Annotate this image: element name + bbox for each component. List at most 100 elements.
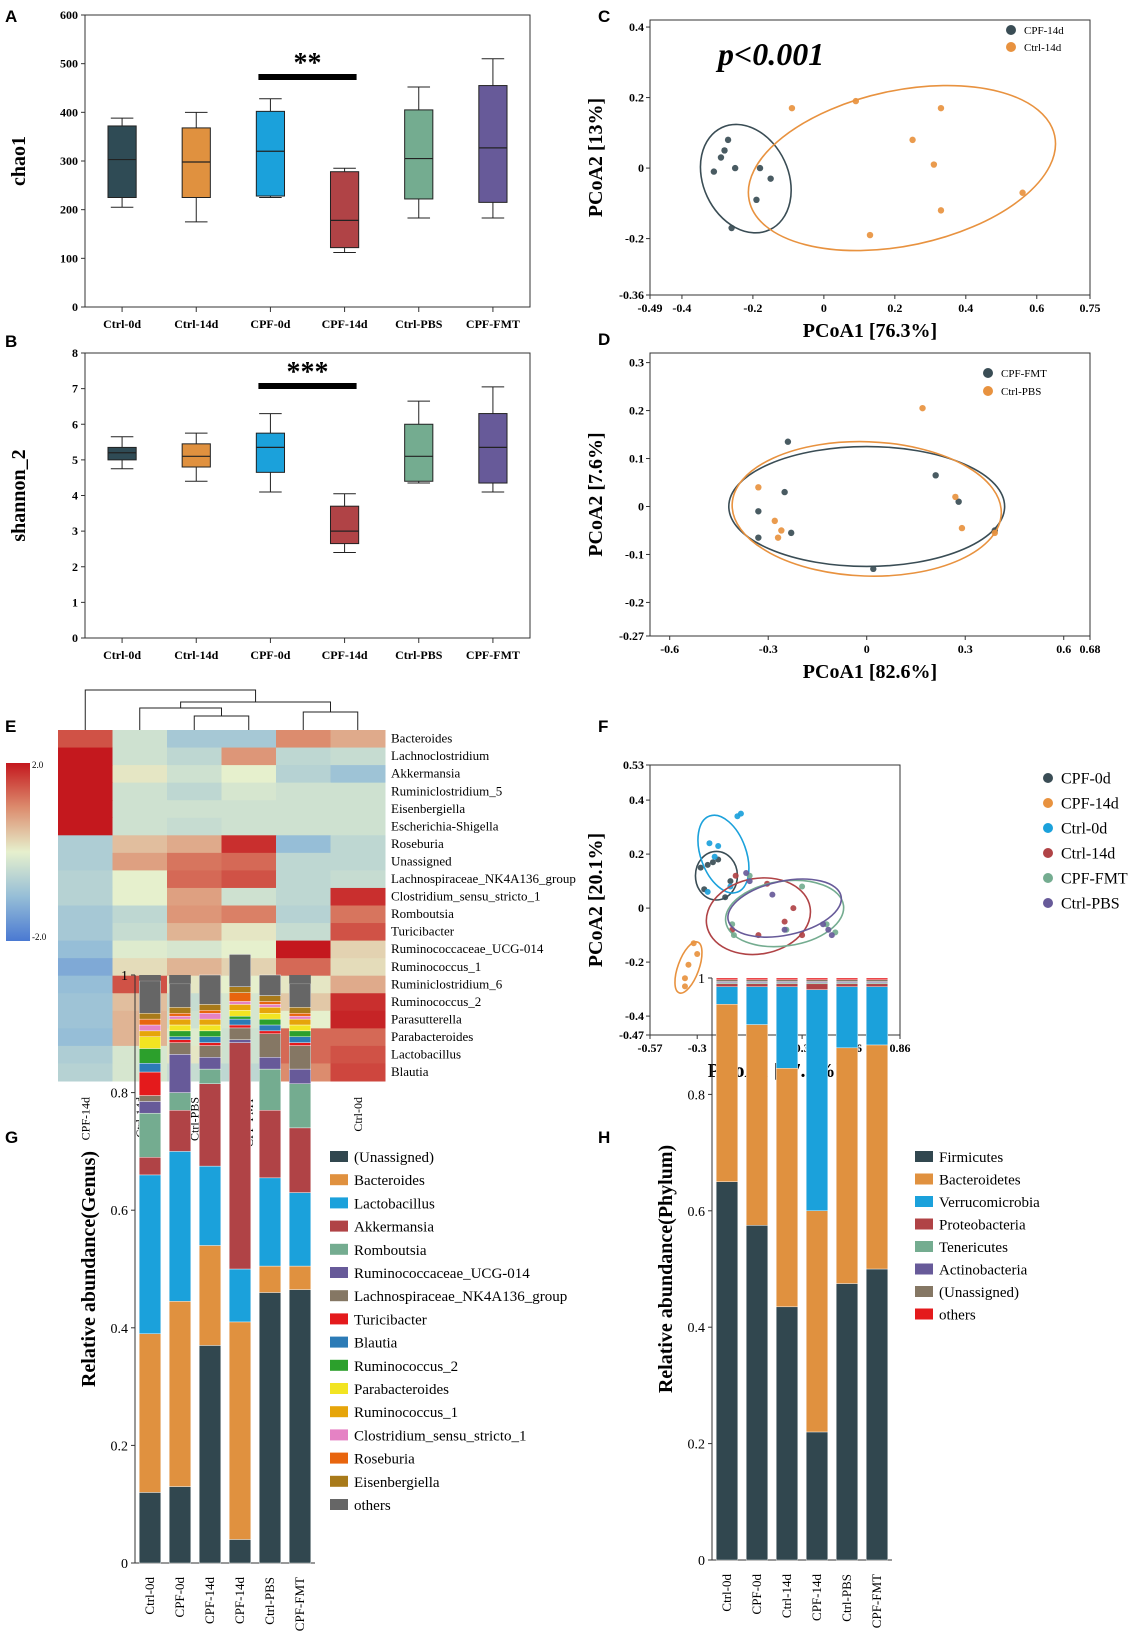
significance-marker: *** <box>287 357 329 388</box>
y-axis-label: PCoA2 [7.6%] <box>585 432 607 556</box>
legend-swatch-CPF-FMT <box>983 368 993 378</box>
y-tick-label: 3 <box>72 524 78 538</box>
row-label-Lactobacillus: Lactobacillus <box>391 1047 461 1062</box>
segment-(Unassigned) <box>198 1345 221 1564</box>
y-tick-label: 0.2 <box>688 1438 706 1453</box>
legend-label-Romboutsia: Romboutsia <box>354 1243 427 1259</box>
segment-Bacteroides <box>168 1301 191 1487</box>
heatmap-cell <box>58 993 113 1012</box>
segment-Bacteroides <box>198 1245 221 1346</box>
y-tick-label: 5 <box>72 453 78 467</box>
point-CPF-FMT <box>784 438 792 445</box>
segment-Akkermansia <box>138 1157 161 1176</box>
y-tick-label: 500 <box>60 57 78 71</box>
point-CPF-14d <box>767 175 774 182</box>
segment-others <box>259 974 282 996</box>
segment-Lachnospiraceae_NK4A136_group <box>259 1033 282 1058</box>
y-tick-label: -0.4 <box>625 1009 644 1023</box>
segment-Proteobacteria <box>776 983 799 987</box>
y-tick-label: 0 <box>638 161 644 175</box>
point-CPF-FMT <box>955 498 962 505</box>
legend-label-Ctrl-PBS: Ctrl-PBS <box>1001 386 1041 398</box>
point-Ctrl-0d <box>715 843 722 849</box>
plot-frame <box>649 352 1091 637</box>
ellipse-Ctrl-PBS <box>731 440 1003 577</box>
legend-label-(Unassigned): (Unassigned) <box>939 1285 1019 1301</box>
segment-others <box>168 983 191 1008</box>
legend-swatch-Turicibacter <box>330 1313 348 1325</box>
x-tick-label: Ctrl-14d <box>174 648 218 662</box>
segment-Parabacteroides <box>289 1024 312 1032</box>
point-CPF-FMT <box>755 508 762 515</box>
segment-Lactobacillus <box>228 1268 251 1323</box>
x-axis-label: PCoA1 [76.3%] <box>803 320 937 342</box>
x-tick-label: CPF-0d <box>250 317 290 331</box>
point-Ctrl-PBS <box>919 404 926 412</box>
legend-label-Ctrl-PBS: Ctrl-PBS <box>1061 896 1120 913</box>
segment-Bacteroidetes <box>866 1044 889 1270</box>
x-tick-label: Ctrl-0d <box>103 648 141 662</box>
segment-Verrucomicrobia <box>776 986 799 1069</box>
heatmap-cell <box>330 765 386 784</box>
point-Ctrl-14d <box>852 97 860 105</box>
segment-Ruminococcus_2 <box>289 1030 312 1037</box>
legend-swatch-others <box>330 1499 348 1510</box>
heatmap-cell <box>330 923 386 942</box>
ellipse-Ctrl-0d <box>697 814 750 894</box>
heatmap-cell <box>167 852 222 871</box>
y-tick-label: -0.1 <box>625 547 644 561</box>
segment-remainder <box>169 975 191 984</box>
x-tick-label: 0.86 <box>890 1041 911 1055</box>
legend-label-CPF-0d: CPF-0d <box>1061 771 1111 788</box>
heatmap-cell <box>58 747 113 766</box>
box-CPF-FMT <box>478 413 508 484</box>
segment-Bacteroides <box>228 1321 251 1540</box>
row-label-Akkermansia: Akkermansia <box>391 766 461 781</box>
heatmap-cell <box>112 765 168 784</box>
box-CPF-14d <box>329 171 360 249</box>
dendrogram-branch <box>302 711 359 730</box>
y-tick-label: 0 <box>698 1554 705 1569</box>
y-tick-label: 4 <box>72 489 78 503</box>
point-Ctrl-14d <box>1019 189 1026 196</box>
legend-swatch-Blautia <box>330 1336 348 1348</box>
point-Ctrl-PBS <box>825 926 832 933</box>
row-label-Romboutsia: Romboutsia <box>391 906 454 921</box>
segment-others <box>866 977 889 980</box>
heatmap-cell <box>167 730 222 749</box>
x-tick-label: CPF-FMT <box>292 1577 307 1631</box>
box-CPF-0d <box>255 432 286 473</box>
legend-swatch-Ctrl-14d <box>1043 848 1053 858</box>
heatmap-cell <box>221 905 277 924</box>
segment-others <box>716 977 739 980</box>
segment-Firmicutes <box>836 1283 859 1561</box>
heatmap-cell <box>112 887 168 906</box>
segment-(Unassigned) <box>866 979 889 982</box>
heatmap-cell <box>276 870 331 889</box>
heatmap-cell <box>58 905 113 924</box>
heatmap-cell <box>330 817 386 836</box>
heatmap-cell <box>58 852 113 871</box>
x-tick-label: CPF-14d <box>202 1577 217 1624</box>
heatmap-cell <box>330 852 386 871</box>
legend-swatch-Actinobacteria <box>915 1263 933 1275</box>
point-CPF-0d <box>697 864 704 871</box>
segment-Ruminococcus_1 <box>168 1018 191 1026</box>
point-CPF-FMT <box>932 472 939 479</box>
box-Ctrl-14d <box>181 443 211 468</box>
segment-Roseburia <box>198 1010 221 1014</box>
heatmap-cell <box>330 975 386 994</box>
legend-label-CPF-FMT: CPF-FMT <box>1061 871 1128 888</box>
point-CPF-14d <box>756 164 764 172</box>
heatmap-cell <box>276 730 331 749</box>
segment-Ruminococcus_1 <box>259 1007 282 1014</box>
point-CPF-FMT <box>781 488 788 496</box>
panel-label-B: B <box>5 332 17 351</box>
row-label-Ruminococcus_2: Ruminococcus_2 <box>391 994 481 1009</box>
x-tick-label: 0.6 <box>1056 642 1071 656</box>
segment-Lactobacillus <box>289 1192 312 1267</box>
point-CPF-FMT <box>870 565 877 573</box>
y-tick-label: 1 <box>72 595 78 609</box>
segment-(Unassigned) <box>716 979 739 982</box>
legend-label-Firmicutes: Firmicutes <box>939 1150 1003 1166</box>
